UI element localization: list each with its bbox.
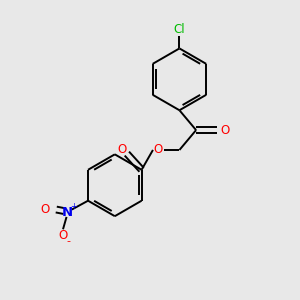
Text: O: O — [40, 203, 50, 216]
Text: O: O — [58, 229, 68, 242]
Text: -: - — [67, 236, 71, 246]
Text: O: O — [117, 143, 126, 156]
Text: +: + — [70, 202, 77, 211]
Text: Cl: Cl — [174, 23, 185, 36]
Text: O: O — [220, 124, 229, 136]
Text: N: N — [62, 206, 73, 219]
Text: O: O — [154, 143, 163, 156]
